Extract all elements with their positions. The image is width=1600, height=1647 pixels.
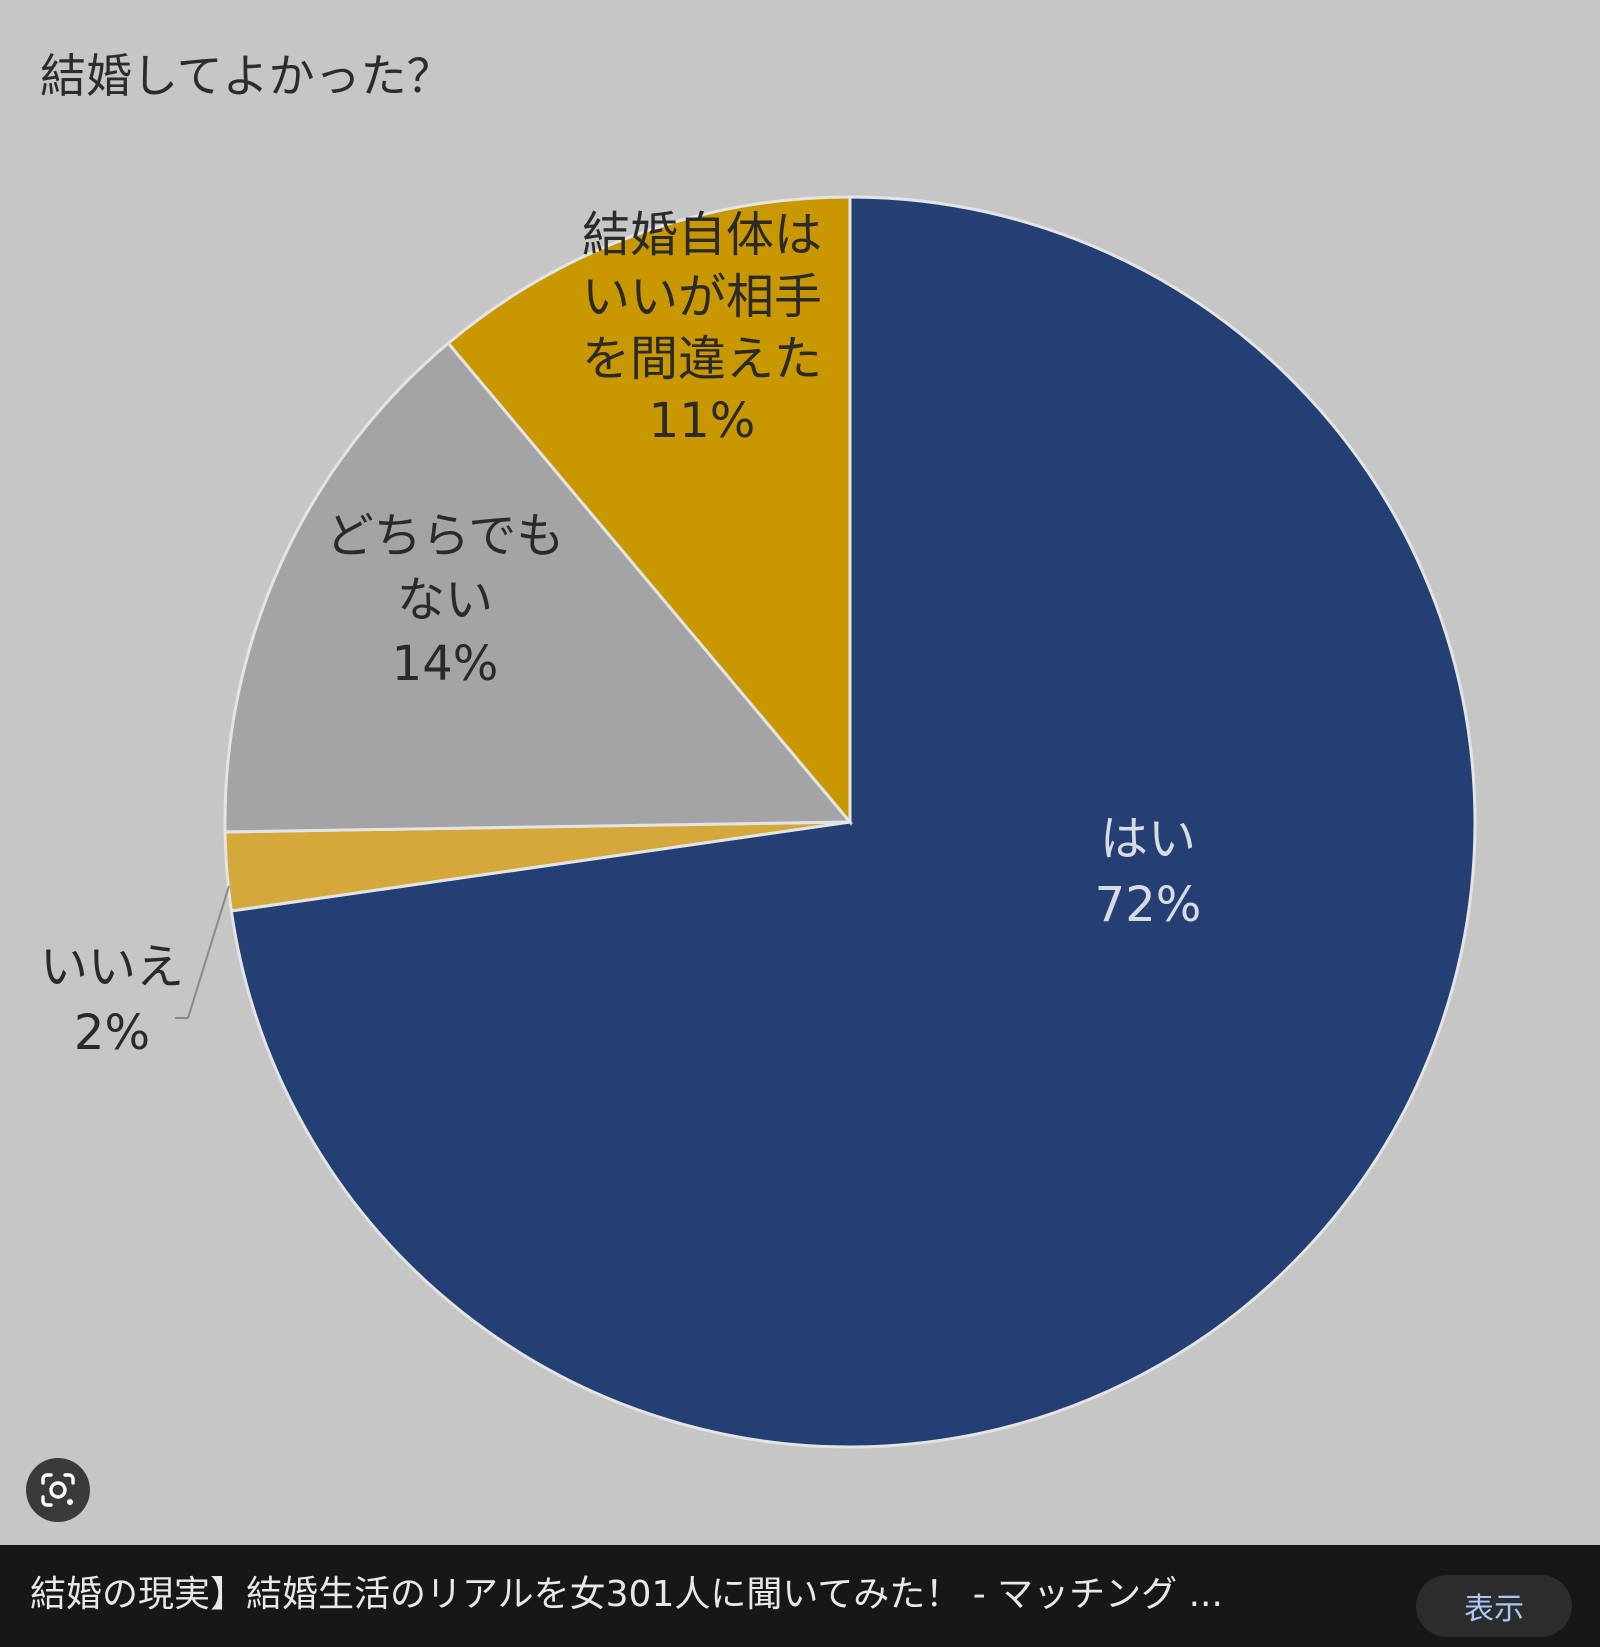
slice-label-line: 2% — [74, 1005, 150, 1061]
slice-label-0: はい 72% — [1095, 811, 1202, 933]
slice-label-1: いいえ 2% — [40, 939, 184, 1061]
slice-label-2: どちらでもない 14% — [326, 508, 565, 692]
slice-label-line: どちらでも — [326, 508, 565, 564]
slice-label-line: 14% — [392, 636, 499, 692]
caption-bar: 結婚の現実】結婚生活のリアルを女301人に聞いてみた！ - マッチング ... … — [0, 1545, 1600, 1647]
chart-title: 結婚してよかった？ — [40, 49, 453, 103]
slice-label-line: 11% — [649, 393, 756, 449]
lens-search-icon — [41, 1473, 75, 1507]
slice-label-line: ない — [397, 572, 493, 628]
slice-label-line: を間違えた — [582, 331, 822, 387]
result-image[interactable]: 結婚してよかった？ はい 72% いいえ 2% どちらでもない 14% 結婚自体はいいが相手… — [0, 0, 1600, 1545]
slice-label-line: いいが相手 — [582, 269, 822, 325]
source-title[interactable]: 結婚の現実】結婚生活のリアルを女301人に聞いてみた！ - マッチング ... — [30, 1574, 1223, 1615]
pie-slices — [223, 195, 1477, 1449]
label-leader-line — [187, 885, 230, 1019]
slice-label-line: 72% — [1095, 877, 1202, 933]
pie-slice-3 — [446, 195, 852, 827]
visit-button[interactable]: 表示 — [1416, 1575, 1572, 1637]
slice-label-line: はい — [1100, 811, 1196, 867]
slice-label-line: 結婚自体は — [582, 207, 822, 263]
pie-labels: はい 72% いいえ 2% どちらでもない 14% 結婚自体はいいが相手を間違えた 11% — [40, 207, 1201, 1061]
pie-slice-0 — [229, 195, 1477, 1449]
pie-chart: 結婚してよかった？ はい 72% いいえ 2% どちらでもない 14% 結婚自体はいいが相手… — [40, 49, 1477, 1449]
slice-label-3: 結婚自体はいいが相手を間違えた 11% — [582, 207, 822, 449]
pie-slice-2 — [223, 341, 854, 834]
slice-label-line: いいえ — [40, 939, 184, 995]
lens-search-button[interactable] — [26, 1458, 90, 1522]
